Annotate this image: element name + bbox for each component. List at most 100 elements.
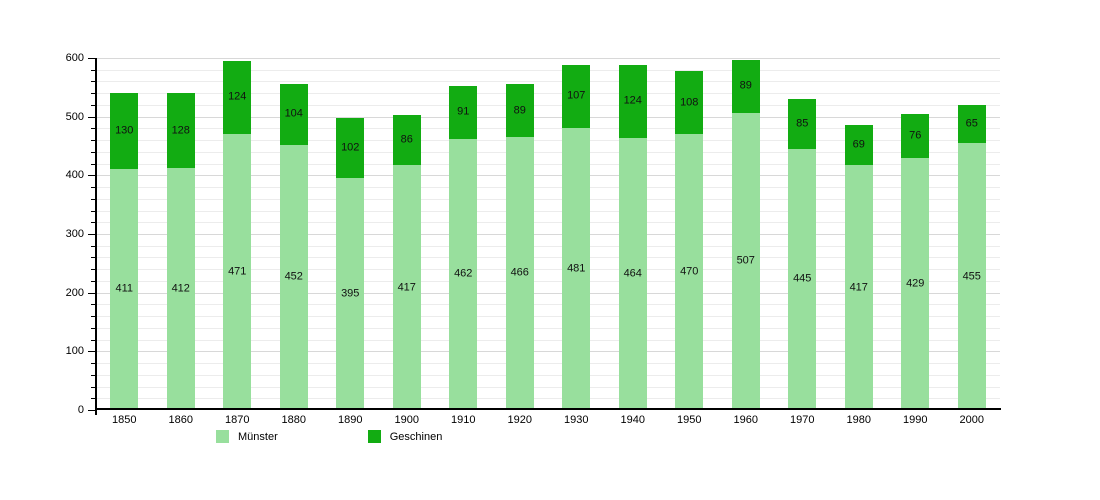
legend: Münster Geschinen	[216, 430, 442, 443]
x-axis-label: 1870	[225, 414, 250, 426]
y-axis-tick	[91, 363, 95, 365]
gridline	[96, 198, 1000, 200]
y-axis-tick	[91, 374, 95, 376]
bar-value-label: 124	[228, 90, 247, 103]
bar-column-1960: 89 507	[718, 58, 775, 410]
y-axis-tick	[88, 234, 95, 235]
bar-value-label: 429	[906, 277, 925, 290]
bar-segment-geschinen-1850: 130	[110, 92, 139, 169]
bar-value-label: 86	[400, 133, 413, 146]
gridline	[96, 304, 1000, 306]
bar-segment-geschinen-1950: 108	[675, 70, 704, 135]
bar-column-1910: 91 462	[435, 58, 492, 410]
legend-item-geschinen: Geschinen	[367, 430, 442, 443]
bar-stack-1850: 130 411	[110, 92, 139, 410]
bar-segment-muenster-1940: 464	[618, 137, 647, 410]
gridline	[96, 116, 1000, 118]
gridline	[96, 245, 1000, 247]
bar-segment-geschinen-1890: 102	[336, 118, 365, 179]
bar-value-label: 104	[284, 107, 303, 120]
bar-segment-geschinen-1970: 85	[788, 99, 817, 149]
y-axis-tick	[91, 257, 95, 259]
y-axis-tick	[88, 175, 95, 177]
bar-value-label: 455	[962, 270, 981, 283]
bar-column-2000: 65 455	[944, 58, 1001, 410]
bar-stack-1880: 104 452	[279, 83, 308, 410]
gridline	[96, 151, 1000, 153]
bar-value-label: 107	[567, 89, 586, 102]
bar-stack-1890: 102 395	[336, 118, 365, 410]
x-axis-label: 1890	[338, 414, 363, 426]
gridline	[96, 339, 1000, 341]
gridline	[96, 81, 1000, 83]
x-axis-label: 1900	[394, 414, 419, 426]
gridline	[96, 269, 1000, 271]
y-axis-tick	[91, 140, 95, 142]
y-axis-label: 100	[65, 345, 84, 358]
x-axis-label: 1960	[733, 414, 758, 426]
bar-value-label: 417	[397, 281, 416, 294]
y-axis-label: 0	[77, 404, 84, 416]
y-axis-tick	[91, 198, 95, 200]
bar-value-label: 128	[171, 124, 190, 137]
y-axis-tick	[91, 81, 95, 83]
bar-stack-1930: 107 481	[562, 65, 591, 410]
bar-value-label: 412	[171, 282, 190, 295]
y-axis-tick	[91, 339, 95, 341]
gridline	[96, 234, 1000, 235]
bar-segment-geschinen-2000: 65	[957, 104, 986, 144]
bar-value-label: 91	[457, 105, 470, 118]
y-axis-label: 200	[65, 286, 84, 299]
bar-column-1900: 86 417	[379, 58, 436, 410]
bar-segment-geschinen-1980: 69	[844, 124, 873, 166]
y-axis-tick	[91, 245, 95, 247]
y-axis-tick	[88, 292, 95, 294]
bar-segment-geschinen-1880: 104	[279, 83, 308, 145]
bar-value-label: 464	[623, 267, 642, 280]
legend-swatch-muenster	[216, 430, 229, 443]
bar-value-label: 89	[739, 79, 752, 92]
y-axis-line	[95, 58, 97, 415]
x-axis-label: 1910	[451, 414, 476, 426]
bar-value-label: 89	[513, 104, 526, 117]
y-axis-tick	[91, 316, 95, 318]
x-axis-label: 1880	[281, 414, 306, 426]
bar-value-label: 462	[454, 267, 473, 280]
bar-column-1860: 128 412	[153, 58, 210, 410]
bar-segment-geschinen-1910: 91	[449, 85, 478, 139]
x-axis-label: 1970	[790, 414, 815, 426]
y-axis-tick	[88, 116, 95, 118]
y-axis-tick	[91, 398, 95, 400]
bar-value-label: 471	[228, 265, 247, 278]
bar-segment-muenster-1970: 445	[788, 148, 817, 410]
bar-value-label: 466	[510, 266, 529, 279]
y-axis-tick	[91, 210, 95, 212]
bar-stack-1870: 124 471	[223, 60, 252, 410]
y-axis-tick	[91, 69, 95, 71]
bar-stack-1970: 85 445	[788, 99, 817, 410]
bar-segment-muenster-1920: 466	[505, 136, 534, 410]
bar-segment-muenster-2000: 455	[957, 143, 986, 410]
y-axis-tick	[91, 104, 95, 106]
y-axis-tick	[91, 327, 95, 329]
x-axis-label: 1990	[903, 414, 928, 426]
bar-segment-muenster-1960: 507	[731, 112, 760, 410]
bar-stack-1940: 124 464	[618, 65, 647, 410]
y-axis-tick	[91, 386, 95, 388]
y-axis-tick	[91, 280, 95, 282]
bar-value-label: 102	[341, 141, 360, 154]
gridline	[96, 280, 1000, 282]
bar-segment-geschinen-1990: 76	[901, 113, 930, 159]
bar-segment-geschinen-1920: 89	[505, 84, 534, 137]
gridline	[96, 316, 1000, 318]
bar-column-1980: 69 417	[831, 58, 888, 410]
gridline	[96, 327, 1000, 329]
gridline	[96, 69, 1000, 71]
gridline	[96, 163, 1000, 165]
gridline	[96, 104, 1000, 106]
legend-swatch-geschinen	[367, 430, 381, 443]
bar-segment-muenster-1880: 452	[279, 144, 308, 410]
bar-segment-geschinen-1900: 86	[392, 114, 421, 166]
y-axis-tick	[88, 410, 95, 411]
